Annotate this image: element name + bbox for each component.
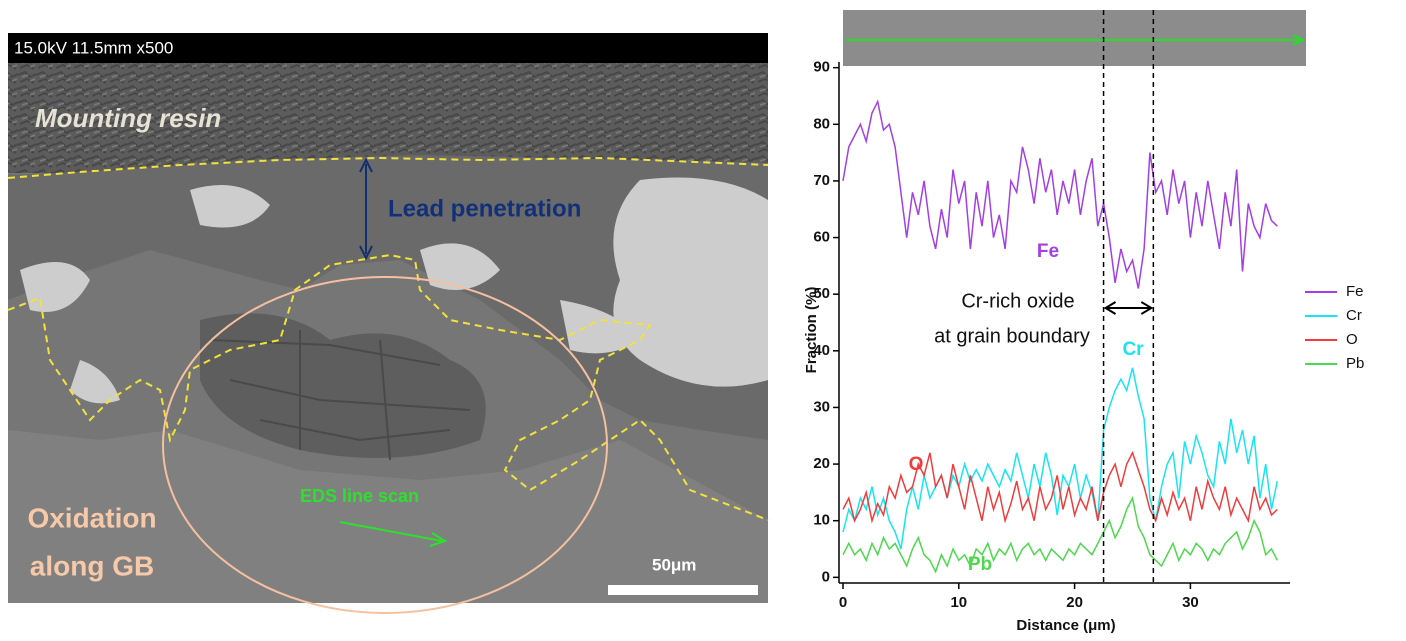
eds-arrow xyxy=(339,521,443,542)
x-axis-title: Distance (μm) xyxy=(1016,617,1115,634)
x-tick-label: 20 xyxy=(1066,594,1083,611)
scale-label: 50μm xyxy=(652,555,696,574)
y-tick-label: 70 xyxy=(813,172,830,189)
x-tick-label: 0 xyxy=(839,594,847,611)
y-tick-label: 0 xyxy=(822,568,830,585)
series-line xyxy=(842,450,1278,524)
resin-label: Mounting resin xyxy=(35,103,221,133)
scan-strip xyxy=(843,10,1306,66)
lead-region xyxy=(8,155,768,440)
eds-arrowhead xyxy=(429,532,448,547)
x-tick-label: 30 xyxy=(1182,594,1199,611)
element-label: Cr xyxy=(1122,339,1144,360)
oxidation-label: along GB xyxy=(30,550,154,581)
lead-bright xyxy=(20,177,768,404)
scan-arrowhead xyxy=(1292,34,1306,46)
info-text: 15.0kV 11.5mm x500 xyxy=(14,38,173,57)
penetration-front xyxy=(7,253,769,521)
element-label: Pb xyxy=(968,554,992,575)
oxidation-label: Oxidation xyxy=(27,502,156,533)
element-label: Fe xyxy=(1037,241,1059,262)
legend-label: Cr xyxy=(1346,307,1362,324)
y-tick-label: 50 xyxy=(813,285,830,302)
scale-bar xyxy=(608,585,758,595)
penetration-label: Lead penetration xyxy=(388,195,581,222)
base-metal xyxy=(8,430,768,603)
y-tick-label: 60 xyxy=(813,229,830,246)
info-bar xyxy=(8,33,768,63)
boundary-arrowheads xyxy=(1103,301,1154,315)
resin-boundary xyxy=(7,156,769,179)
x-tick-label: 10 xyxy=(950,594,967,611)
y-axis-title: Fraction (%) xyxy=(803,287,820,374)
element-label: O xyxy=(909,454,924,475)
legend-label: Fe xyxy=(1346,283,1364,300)
grain-boundaries xyxy=(209,330,471,461)
annotation: at grain boundary xyxy=(934,325,1090,347)
y-tick-label: 10 xyxy=(813,512,830,529)
y-tick-label: 90 xyxy=(813,59,830,76)
penetration-arrowheads xyxy=(359,157,373,261)
legend-label: O xyxy=(1346,331,1358,348)
y-tick-label: 20 xyxy=(813,455,830,472)
eds-label: EDS line scan xyxy=(300,486,419,506)
y-tick-label: 80 xyxy=(813,115,830,132)
legend-label: Pb xyxy=(1346,355,1364,372)
sem-image: 15.0kV 11.5mm x500 Mounting resin Lead p… xyxy=(7,33,769,614)
series-line xyxy=(842,495,1278,574)
y-tick-label: 40 xyxy=(813,342,830,359)
annotation: Cr-rich oxide xyxy=(961,290,1074,312)
y-tick-label: 30 xyxy=(813,398,830,415)
series-line xyxy=(842,99,1278,289)
oxidation-ellipse xyxy=(162,276,608,614)
resin-region xyxy=(8,63,768,173)
